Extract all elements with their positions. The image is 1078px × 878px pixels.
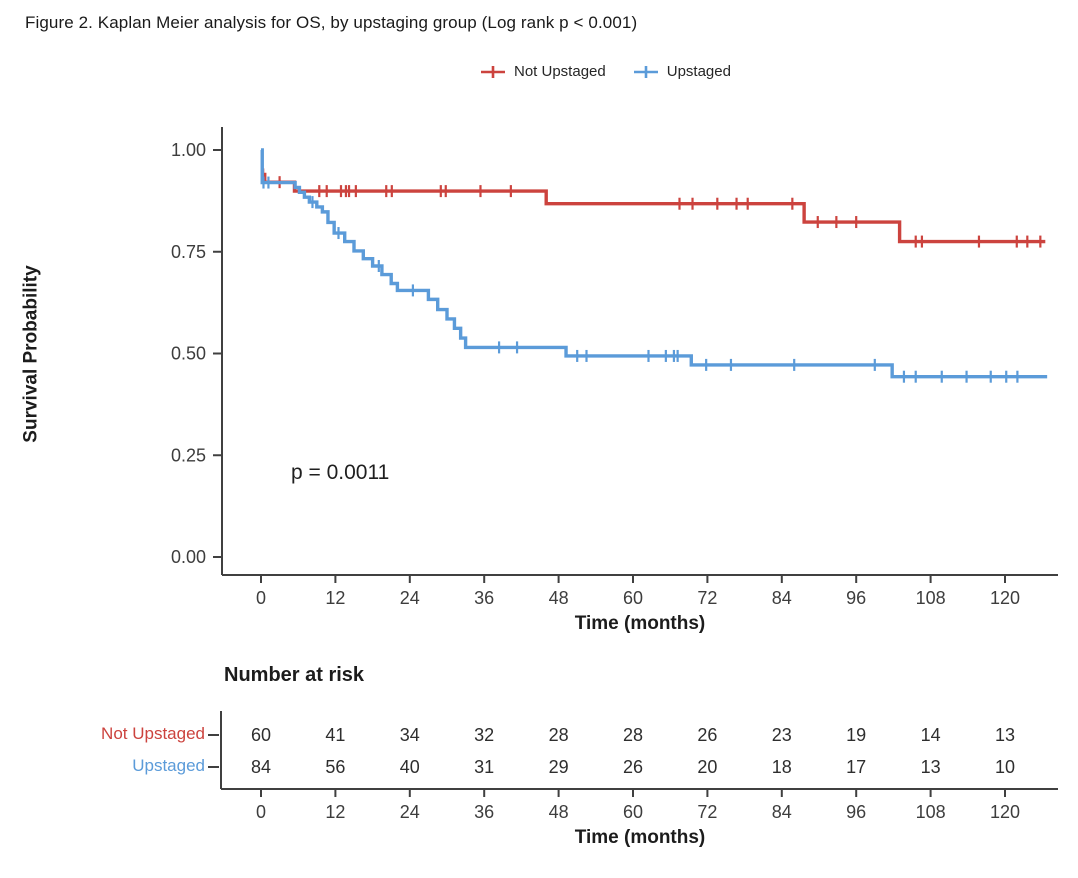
risk-row-label-upstaged: Upstaged (132, 756, 205, 775)
x-tick-label: 0 (256, 588, 266, 608)
risk-x-tick-label: 12 (325, 802, 345, 822)
x-tick-label: 48 (549, 588, 569, 608)
x-tick-label: 12 (325, 588, 345, 608)
risk-count: 17 (846, 757, 866, 777)
risk-row-label-not-upstaged: Not Upstaged (101, 724, 205, 743)
risk-x-tick-label: 24 (400, 802, 420, 822)
figure-title: Figure 2. Kaplan Meier analysis for OS, … (25, 13, 638, 32)
km-curve-upstaged (260, 148, 1048, 379)
risk-count: 18 (772, 757, 792, 777)
risk-count: 13 (995, 725, 1015, 745)
risk-x-tick-label: 0 (256, 802, 266, 822)
x-tick-label: 72 (697, 588, 717, 608)
risk-count: 34 (400, 725, 420, 745)
risk-x-tick-label: 108 (916, 802, 946, 822)
legend-label-not-upstaged: Not Upstaged (514, 63, 606, 80)
y-tick-label: 0.00 (171, 547, 206, 567)
x-axis-title: Time (months) (574, 613, 706, 634)
risk-x-tick-label: 120 (990, 802, 1020, 822)
risk-x-tick-label: 48 (549, 802, 569, 822)
risk-count: 26 (623, 757, 643, 777)
risk-x-tick-label: 84 (772, 802, 792, 822)
legend: Not Upstaged Upstaged (480, 63, 731, 80)
risk-count: 28 (549, 725, 569, 745)
risk-count: 26 (697, 725, 717, 745)
risk-count: 14 (921, 725, 941, 745)
y-tick-label: 1.00 (171, 140, 206, 160)
x-tick-label: 108 (916, 588, 946, 608)
y-axis-title-wrap: Survival Probability (8, 150, 56, 557)
x-tick-label: 24 (400, 588, 420, 608)
legend-item-not-upstaged: Not Upstaged (480, 63, 606, 80)
km-curve-not-upstaged (261, 172, 1046, 244)
risk-count: 32 (474, 725, 494, 745)
y-tick-label: 0.25 (171, 445, 206, 465)
risk-table-title: Number at risk (224, 664, 365, 686)
risk-count: 84 (251, 757, 271, 777)
x-tick-label: 120 (990, 588, 1020, 608)
risk-count: 31 (474, 757, 494, 777)
risk-x-tick-label: 36 (474, 802, 494, 822)
risk-count: 23 (772, 725, 792, 745)
risk-count: 13 (921, 757, 941, 777)
legend-item-upstaged: Upstaged (633, 63, 731, 80)
y-tick-label: 0.50 (171, 344, 206, 364)
p-value-annotation: p = 0.0011 (291, 461, 390, 484)
x-tick-label: 60 (623, 588, 643, 608)
risk-count: 56 (325, 757, 345, 777)
risk-x-tick-label: 72 (697, 802, 717, 822)
risk-count: 20 (697, 757, 717, 777)
x-tick-label: 96 (846, 588, 866, 608)
x-tick-label: 84 (772, 588, 792, 608)
risk-count: 41 (325, 725, 345, 745)
risk-x-tick-label: 60 (623, 802, 643, 822)
risk-count: 10 (995, 757, 1015, 777)
y-axis-title: Survival Probability (21, 264, 42, 443)
risk-count: 29 (549, 757, 569, 777)
censor-plus-icon-blue (633, 65, 658, 78)
risk-x-tick-label: 96 (846, 802, 866, 822)
censor-plus-icon-red (481, 65, 505, 78)
risk-count: 28 (623, 725, 643, 745)
legend-label-upstaged: Upstaged (666, 63, 731, 80)
y-tick-label: 0.75 (171, 242, 206, 262)
risk-count: 19 (846, 725, 866, 745)
x-tick-label: 36 (474, 588, 494, 608)
risk-table-x-axis-title: Time (months) (574, 827, 706, 848)
risk-count: 60 (251, 725, 271, 745)
risk-count: 40 (400, 757, 420, 777)
